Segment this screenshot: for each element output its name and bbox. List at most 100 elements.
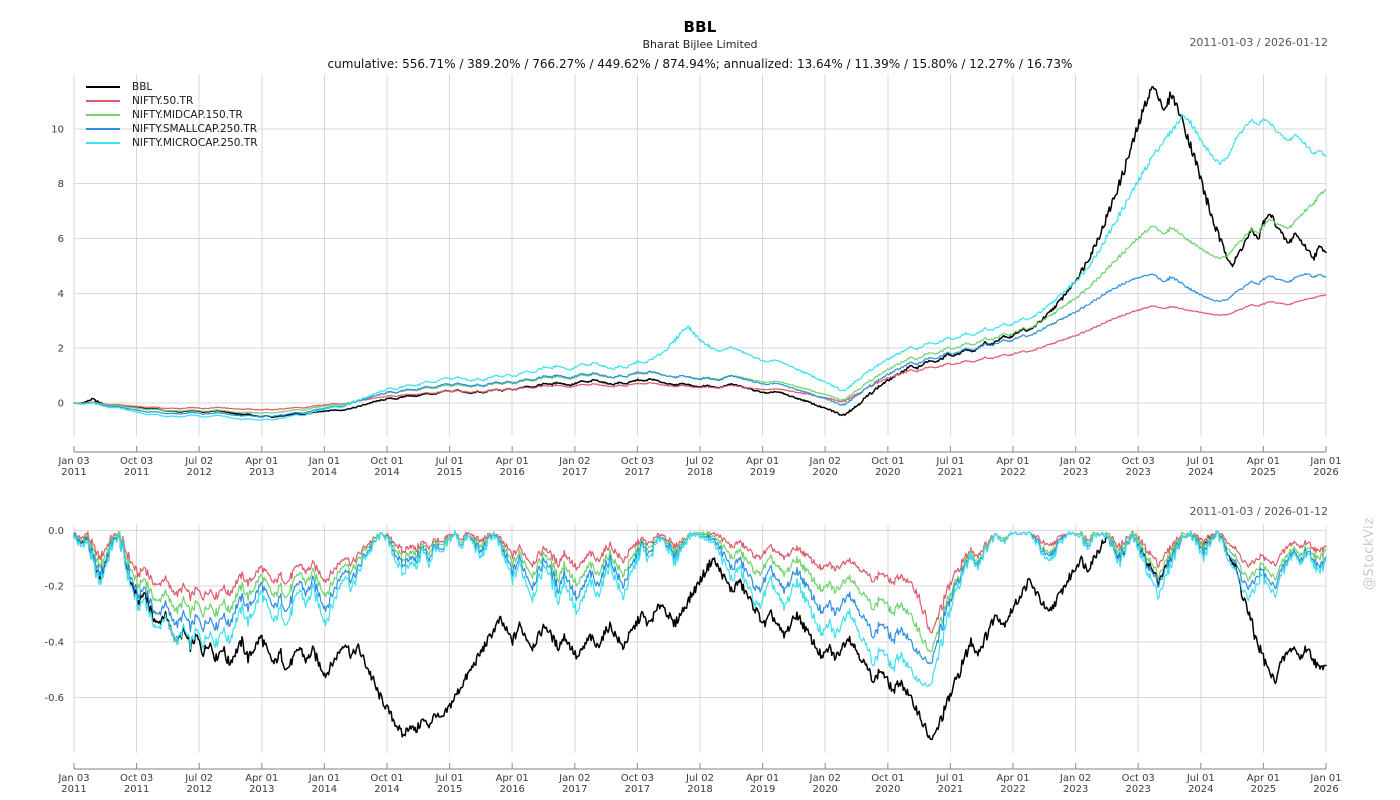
x-axis-tick-label: Apr 01 (496, 456, 529, 467)
x-axis-tick-label: Jan 02 (809, 456, 841, 467)
x-axis-tick-label: Apr 01 (1247, 456, 1280, 467)
x-axis-tick-label: Jan 02 (558, 456, 590, 467)
legend-label: NIFTY.MICROCAP.250.TR (132, 137, 258, 149)
x-axis-tick-label: Oct 03 (120, 773, 153, 784)
legend-color-swatch (86, 100, 120, 102)
x-axis-tick-label: Oct 03 (120, 456, 153, 467)
y-axis-tick-label: -0.4 (44, 637, 64, 648)
date-range-bottom: 2011-01-03 / 2026-01-12 (1189, 505, 1328, 518)
x-axis-tick-label: Jul 01 (435, 773, 464, 784)
x-axis-tick-label: 2016 (499, 784, 524, 795)
x-axis-tick-label: Jan 01 (1309, 456, 1341, 467)
legend-item[interactable]: NIFTY.MICROCAP.250.TR (86, 136, 258, 150)
legend-item[interactable]: NIFTY.SMALLCAP.250.TR (86, 122, 258, 136)
x-axis-tick-label: 2020 (875, 784, 900, 795)
x-axis-tick-label: 2023 (1063, 467, 1088, 478)
x-axis-tick-label: 2020 (875, 467, 900, 478)
x-axis-tick-label: 2018 (687, 467, 712, 478)
x-axis-tick-label: 2019 (750, 784, 775, 795)
y-axis-tick-label: 10 (51, 124, 64, 135)
legend-item[interactable]: NIFTY.50.TR (86, 94, 258, 108)
x-axis-tick-label: 2020 (812, 784, 837, 795)
x-axis-tick-label: 2014 (312, 784, 337, 795)
x-axis-tick-label: 2026 (1313, 784, 1338, 795)
x-axis-tick-label: 2012 (186, 784, 211, 795)
chart-legend: BBL NIFTY.50.TR NIFTY.MIDCAP.150.TR NIFTY.S… (86, 80, 258, 150)
series-line-nifty-midcap-150-tr (73, 530, 1327, 653)
x-axis-tick-label: 2024 (1188, 467, 1213, 478)
x-axis-tick-label: Jan 02 (1059, 456, 1091, 467)
legend-color-swatch (86, 114, 120, 116)
y-axis-tick-label: 2 (58, 344, 64, 355)
x-axis-tick-label: 2019 (750, 467, 775, 478)
x-axis-tick-label: 2022 (1000, 784, 1025, 795)
x-axis-tick-label: 2011 (61, 467, 86, 478)
legend-item[interactable]: NIFTY.MIDCAP.150.TR (86, 108, 258, 122)
y-axis-tick-label: -0.2 (44, 582, 64, 593)
x-axis-tick-label: Jul 01 (1186, 456, 1215, 467)
series-line-nifty-smallcap-250-tr (73, 273, 1327, 418)
x-axis-tick-label: Jan 01 (1309, 773, 1341, 784)
x-axis-tick-label: Jul 02 (685, 456, 714, 467)
x-axis-tick-label: Oct 03 (1122, 456, 1155, 467)
x-axis-tick-label: Jan 03 (57, 456, 89, 467)
company-name: Bharat Bijlee Limited (642, 38, 758, 51)
x-axis-tick-label: 2014 (374, 784, 399, 795)
legend-color-swatch (86, 128, 120, 130)
x-axis-tick-label: Jul 02 (685, 773, 714, 784)
y-axis-tick-label: 4 (58, 289, 64, 300)
x-axis-tick-label: 2011 (61, 784, 86, 795)
x-axis-tick-label: Apr 01 (496, 773, 529, 784)
legend-label: BBL (132, 81, 153, 93)
page-title: BBL (683, 18, 717, 36)
x-axis-tick-label: 2020 (812, 467, 837, 478)
y-axis-tick-label: 6 (58, 234, 64, 245)
legend-label: NIFTY.SMALLCAP.250.TR (132, 123, 258, 135)
x-axis-tick-label: Oct 03 (621, 773, 654, 784)
legend-item[interactable]: BBL (86, 80, 258, 94)
legend-label: NIFTY.50.TR (132, 95, 194, 107)
x-axis-tick-label: 2023 (1125, 784, 1150, 795)
cumulative-returns-chart: 0 2 4 6 8 10 Jan 03 2011 Oct 03 2011 Jul 02 2012 Apr… (0, 70, 1400, 485)
legend-label: NIFTY.MIDCAP.150.TR (132, 109, 243, 121)
x-axis-tick-label: 2011 (124, 784, 149, 795)
series-line-nifty-microcap-250-tr (73, 529, 1327, 688)
x-axis-tick-label: Jul 01 (935, 773, 964, 784)
x-axis-tick-label: 2017 (562, 784, 587, 795)
x-axis-tick-label: 2016 (499, 467, 524, 478)
y-axis-tick-label: 0.0 (48, 526, 64, 537)
x-axis-tick-label: Oct 03 (1122, 773, 1155, 784)
y-axis-tick-label: -0.6 (44, 693, 64, 704)
date-range-top: 2011-01-03 / 2026-01-12 (1189, 36, 1328, 49)
x-axis-tick-label: 2025 (1251, 784, 1276, 795)
x-axis-tick-label: Apr 01 (746, 456, 779, 467)
x-axis-tick-label: Jul 01 (935, 456, 964, 467)
y-axis-tick-label: 8 (58, 179, 64, 190)
x-axis-tick-label: 2013 (249, 784, 274, 795)
x-axis-tick-label: 2017 (562, 467, 587, 478)
x-axis-tick-label: Apr 01 (245, 773, 278, 784)
x-axis-tick-label: Oct 01 (370, 456, 403, 467)
x-axis-tick-label: 2026 (1313, 467, 1338, 478)
x-axis-tick-label: Oct 01 (871, 773, 904, 784)
drawdown-chart: 0.0 -0.2 -0.4 -0.6 Jan 03 2011 Oct 03 2011 Jul 0… (0, 515, 1400, 800)
x-axis-tick-label: 2024 (1188, 784, 1213, 795)
x-axis-tick-label: Jan 03 (57, 773, 89, 784)
x-axis-tick-label: Jan 01 (308, 456, 340, 467)
x-axis-tick-label: Jan 01 (308, 773, 340, 784)
x-axis-tick-label: 2015 (437, 467, 462, 478)
x-axis-tick-label: Jul 02 (184, 773, 213, 784)
x-axis-tick-label: 2015 (437, 784, 462, 795)
x-axis-tick-label: Apr 01 (245, 456, 278, 467)
x-axis-tick-label: Jan 02 (809, 773, 841, 784)
x-axis-tick-label: 2014 (312, 467, 337, 478)
series-line-nifty-50-tr (73, 294, 1327, 411)
x-axis-tick-label: 2018 (687, 784, 712, 795)
y-axis-tick-label: 0 (58, 399, 64, 410)
stockviz-watermark: @StockViz (1362, 517, 1377, 590)
x-axis-tick-label: 2011 (124, 467, 149, 478)
x-axis-tick-label: 2014 (374, 467, 399, 478)
